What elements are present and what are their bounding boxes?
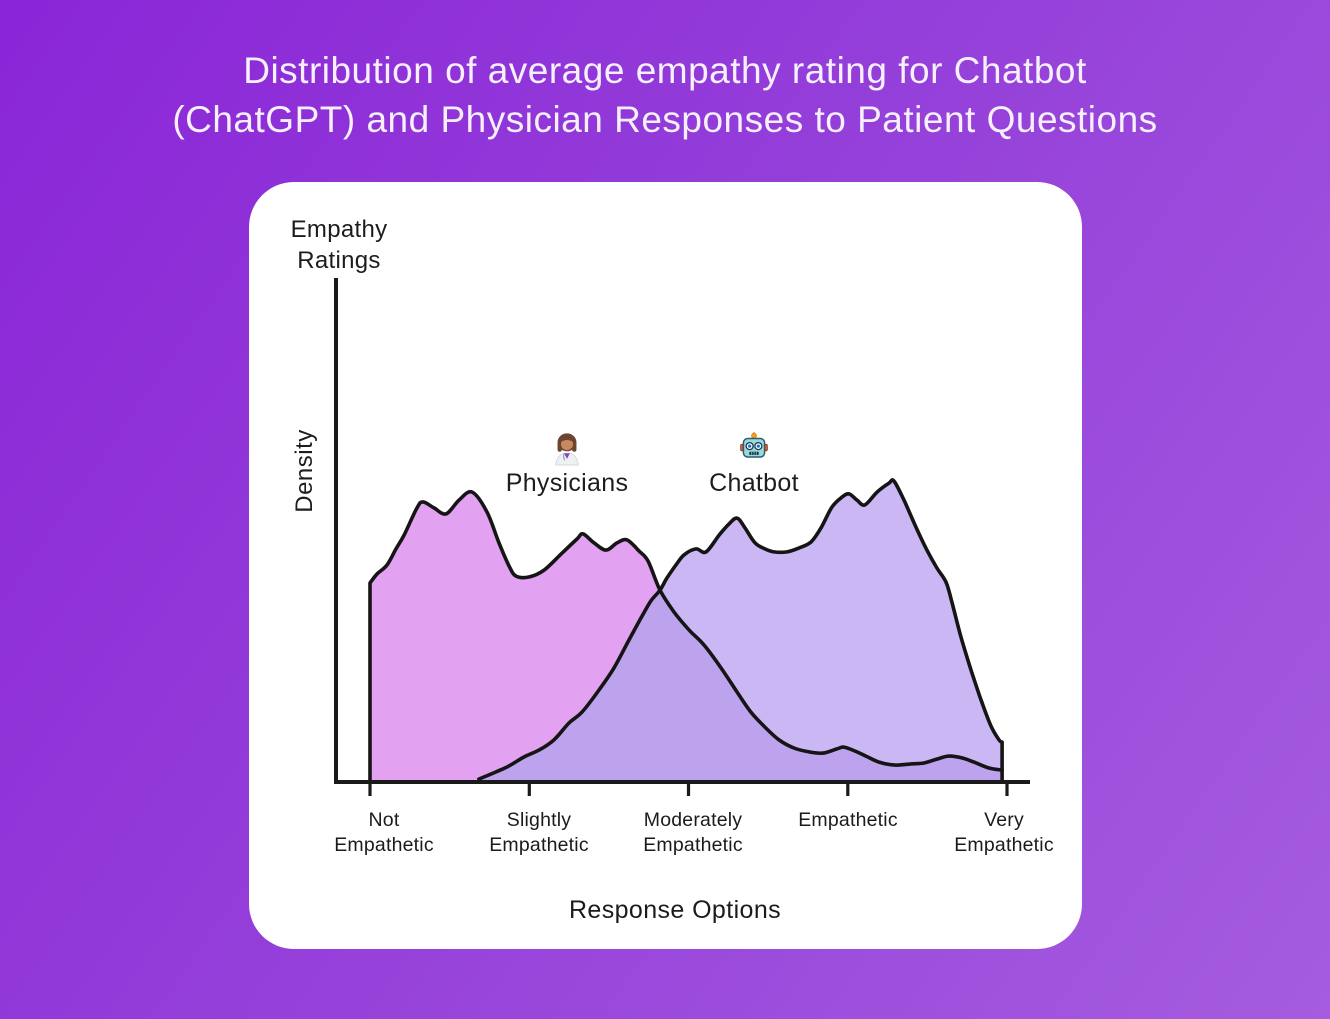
legend-chatbot: Chatbot — [674, 430, 834, 498]
overlap-area — [478, 590, 1003, 782]
density-chart — [334, 278, 1030, 796]
legend-chatbot-label: Chatbot — [709, 469, 799, 497]
page-title-line1: Distribution of average empathy rating f… — [243, 50, 1087, 91]
legend-physicians-label: Physicians — [505, 469, 629, 497]
robot-icon — [740, 432, 768, 458]
y-axis-label: Density — [291, 429, 318, 513]
x-tick-label-moderately-empathetic: Moderately Empathetic — [643, 809, 743, 856]
page-title-line2: (ChatGPT) and Physician Responses to Pat… — [172, 99, 1158, 140]
x-axis-label: Response Options — [568, 896, 782, 924]
y-axis-title-line2: Ratings — [297, 247, 381, 274]
y-axis-title-line1: Empathy — [290, 216, 388, 243]
woman-health-worker-icon — [555, 433, 579, 466]
chart-card: Empathy Ratings Density Physicians — [249, 182, 1082, 949]
x-tick-label-empathetic: Empathetic — [798, 809, 898, 831]
chatbot-curve — [477, 478, 1004, 784]
x-tick-label-not-empathetic: Not Empathetic — [334, 809, 434, 856]
physicians-curve — [368, 489, 1004, 784]
page-title: Distribution of average empathy rating f… — [0, 46, 1330, 144]
y-axis-title: Empathy Ratings — [263, 214, 415, 276]
x-tick-label-very-empathetic: Very Empathetic — [954, 809, 1054, 856]
legend-physicians: Physicians — [487, 430, 647, 498]
x-tick-label-slightly-empathetic: Slightly Empathetic — [489, 809, 589, 856]
